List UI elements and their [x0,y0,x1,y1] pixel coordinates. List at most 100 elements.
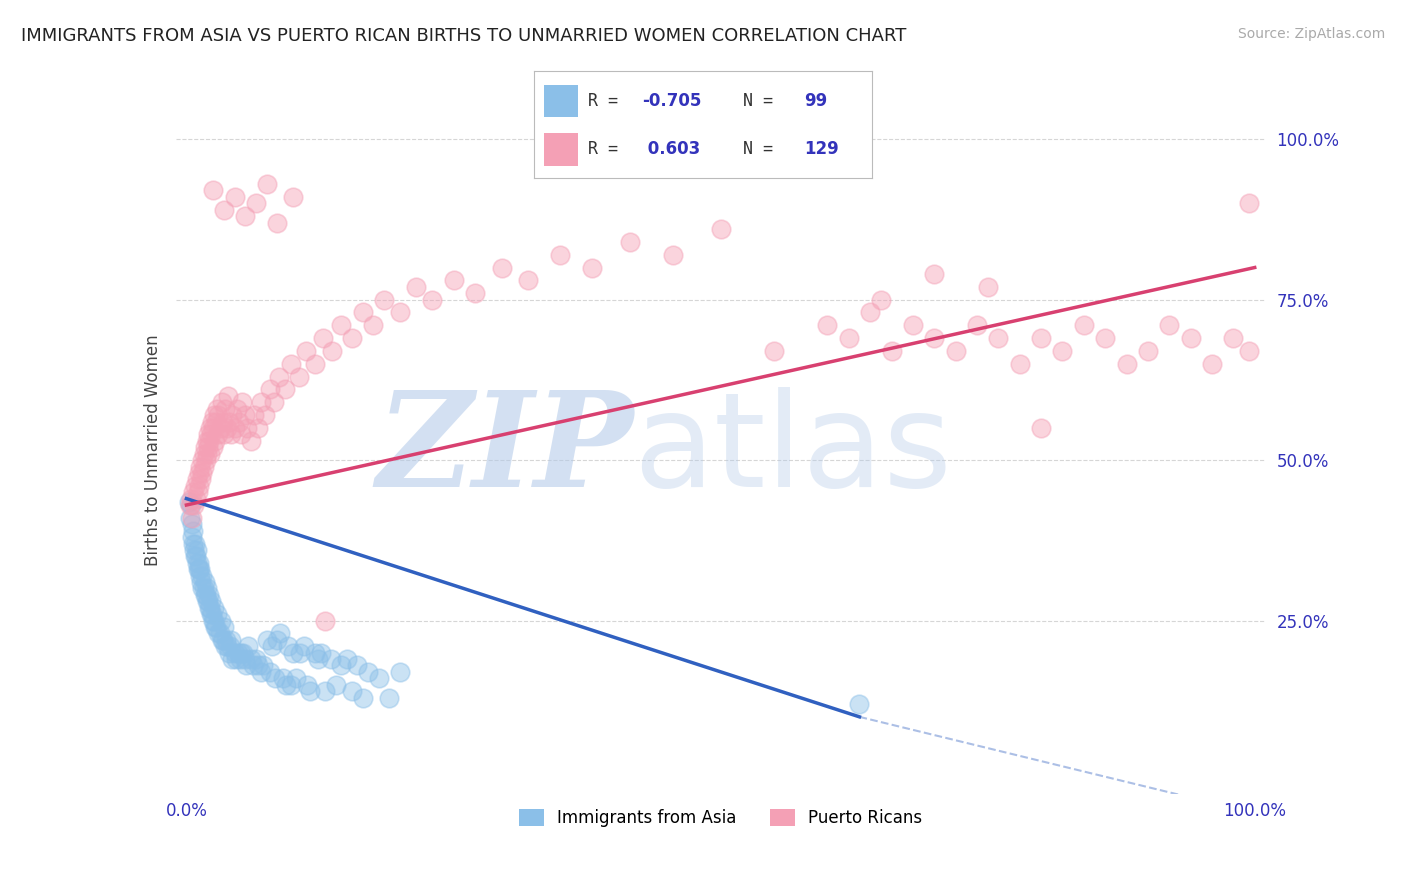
Y-axis label: Births to Unmarried Women: Births to Unmarried Women [143,334,162,566]
Point [231,395,253,409]
Point [209,614,232,628]
Point [250,665,273,679]
Point [581,260,603,275]
Point [188,459,211,474]
Point [191,466,214,480]
Point [1073,318,1095,333]
Point [848,697,870,711]
Point [247,421,270,435]
Point [195,594,218,608]
Point [184,549,207,564]
Point [295,678,318,692]
Point [309,646,332,660]
Point [312,331,335,345]
Point [233,209,256,223]
Point [218,415,240,429]
Point [1239,196,1261,211]
Point [198,600,221,615]
Point [201,607,224,622]
Point [352,690,374,705]
Point [198,434,221,448]
Point [184,491,207,506]
Point [405,279,427,293]
Point [186,472,208,486]
Point [266,216,288,230]
Point [321,343,343,358]
Point [304,357,326,371]
Point [181,524,204,538]
Point [254,408,277,422]
Text: R =: R = [588,93,628,111]
Point [201,415,224,429]
Point [177,495,200,509]
Point [352,305,374,319]
Point [314,614,336,628]
Point [212,202,235,217]
Point [225,652,247,666]
Point [314,684,336,698]
Point [292,639,315,653]
Point [1180,331,1202,345]
Bar [544,134,578,166]
Point [550,248,572,262]
Point [212,427,235,442]
Point [202,408,225,422]
Point [198,600,221,615]
Point [226,646,249,660]
Point [242,408,264,422]
Point [945,343,967,358]
Point [976,279,998,293]
Point [187,562,209,576]
Point [815,318,838,333]
Point [443,273,465,287]
Point [838,331,860,345]
Point [242,658,264,673]
Point [239,652,262,666]
Point [207,408,229,422]
Point [195,582,218,596]
Point [207,401,229,416]
Point [179,498,201,512]
Point [1029,331,1052,345]
Point [288,646,311,660]
Point [188,568,211,582]
Point [198,588,221,602]
Point [194,440,217,454]
Point [259,665,281,679]
Point [224,646,246,660]
Point [188,466,211,480]
Point [221,408,243,422]
Point [217,389,239,403]
Point [198,421,221,435]
Point [330,318,353,333]
Point [1052,343,1074,358]
Point [197,427,219,442]
Point [250,395,273,409]
Point [966,318,988,333]
Point [211,632,233,647]
Point [304,646,326,660]
Text: N =: N = [744,93,783,111]
Point [195,447,218,461]
Point [357,665,380,679]
Point [389,305,412,319]
Point [186,556,208,570]
Point [215,421,238,435]
Point [188,479,211,493]
Point [180,498,202,512]
Text: IMMIGRANTS FROM ASIA VS PUERTO RICAN BIRTHS TO UNMARRIED WOMEN CORRELATION CHART: IMMIGRANTS FROM ASIA VS PUERTO RICAN BIR… [21,27,907,45]
Point [191,568,214,582]
Text: ZIP: ZIP [375,386,633,515]
Text: 129: 129 [804,141,839,159]
Point [367,671,389,685]
Point [207,626,229,640]
Point [260,639,283,653]
Point [184,479,207,493]
Point [307,652,329,666]
Point [264,671,287,685]
Point [202,600,225,615]
Point [340,331,363,345]
Point [987,331,1010,345]
Point [208,626,231,640]
Point [263,395,285,409]
